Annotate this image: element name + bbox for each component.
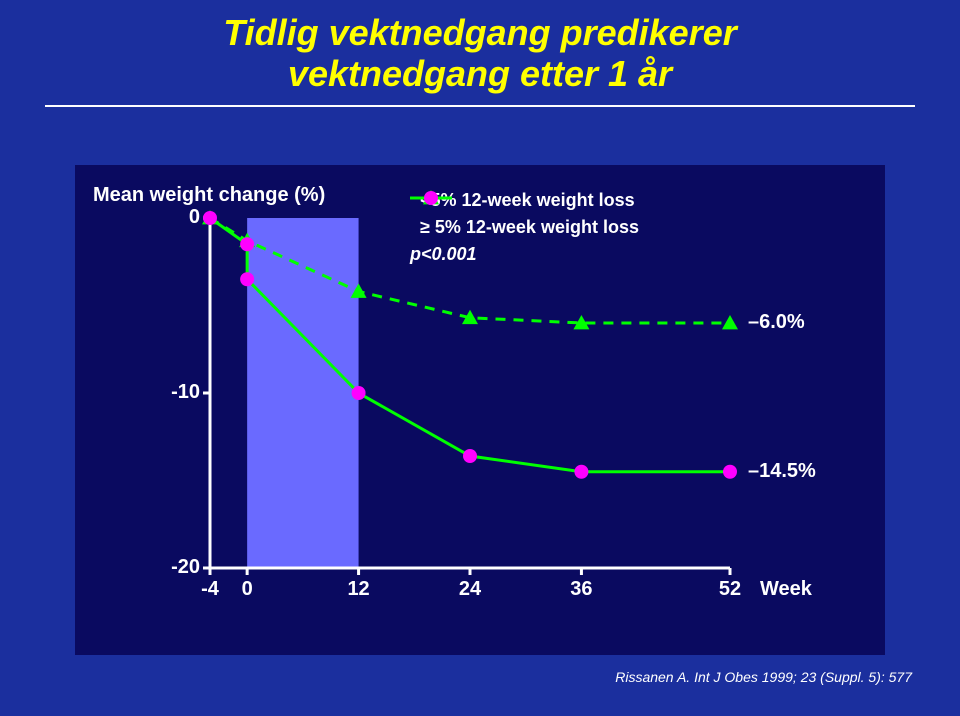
series-end-label: –6.0% xyxy=(748,311,805,334)
legend-item: ≥ 5% 12-week weight loss xyxy=(410,217,639,238)
slide-title: Tidlig vektnedgang predikerer vektnedgan… xyxy=(0,0,960,95)
p-value: p<0.001 xyxy=(410,244,639,265)
title-rule xyxy=(45,105,915,107)
title-line2: vektnedgang etter 1 år xyxy=(0,53,960,94)
title-line1: Tidlig vektnedgang predikerer xyxy=(0,12,960,53)
chart-panel: Mean weight change (%) 0-10-20 -40122436… xyxy=(75,165,885,655)
chart-legend: <5% 12-week weight loss≥ 5% 12-week weig… xyxy=(410,190,639,265)
citation: Rissanen A. Int J Obes 1999; 23 (Suppl. … xyxy=(615,669,912,685)
series-end-label: –14.5% xyxy=(748,460,816,483)
